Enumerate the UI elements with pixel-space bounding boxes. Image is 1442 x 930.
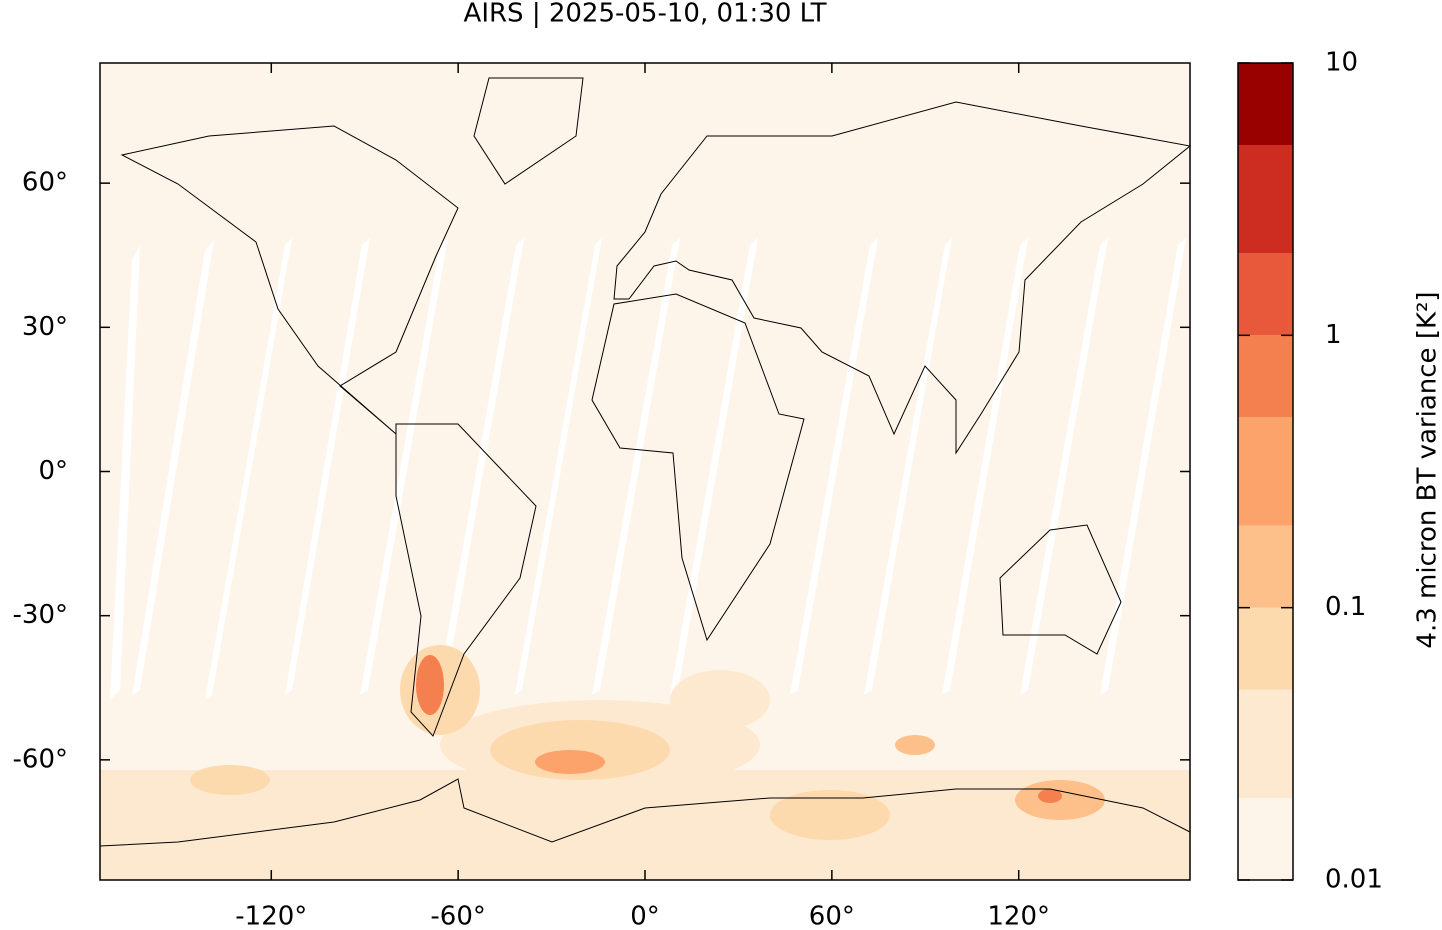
field-patch <box>535 750 605 774</box>
colorbar-band <box>1238 63 1293 145</box>
swath-gap <box>515 238 602 695</box>
y-tick-label: -30° <box>13 600 68 630</box>
swath-gap <box>1100 238 1186 695</box>
coastline <box>999 524 1122 655</box>
colorbar-band <box>1238 689 1293 799</box>
swath-gap <box>360 238 448 695</box>
field-patch <box>416 655 444 715</box>
x-tick-label: 120° <box>987 902 1050 930</box>
chart-title: AIRS | 2025-05-10, 01:30 LT <box>464 0 827 29</box>
swath-gap <box>592 238 680 695</box>
swath-gap <box>205 238 292 700</box>
swath-gap <box>864 238 952 695</box>
colorbar-label: 4.3 micron BT variance [K²] <box>1413 291 1442 648</box>
field-patch <box>670 670 770 730</box>
coastline <box>613 101 1192 455</box>
colorbar-band <box>1238 417 1293 526</box>
colorbar-band <box>1238 144 1293 254</box>
field-patch <box>1015 780 1105 820</box>
swath-gap <box>1020 238 1108 695</box>
x-tick-label: -60° <box>430 902 485 930</box>
x-tick-label: -120° <box>235 902 307 930</box>
field-patch <box>490 720 670 780</box>
swath-gap <box>942 238 1028 695</box>
coastline <box>395 423 537 737</box>
coastline <box>120 125 459 435</box>
colorbar-tick-label: 10 <box>1325 48 1358 78</box>
x-tick-label: 60° <box>809 902 855 930</box>
swath-gap <box>285 238 370 695</box>
y-tick-label: 0° <box>38 456 68 486</box>
colorbar-tick-label: 1 <box>1325 320 1342 350</box>
colorbar-band <box>1238 335 1293 418</box>
x-tick-label: 0° <box>630 902 660 930</box>
swath-gap <box>670 238 758 695</box>
colorbar-band <box>1238 607 1293 690</box>
y-tick-label: 30° <box>22 312 68 342</box>
colorbar-frame <box>1237 62 1294 881</box>
colorbar-tick-label: 0.1 <box>1325 592 1366 622</box>
colorbar-band <box>1238 253 1293 336</box>
field-patch <box>895 735 935 755</box>
colorbar-tick-label: 0.01 <box>1325 865 1383 895</box>
swath-gap <box>437 238 524 695</box>
y-tick-label: 60° <box>22 168 68 198</box>
field-patch <box>770 790 890 840</box>
colorbar-band <box>1238 525 1293 608</box>
colorbar-band <box>1238 798 1293 880</box>
coastline <box>473 77 584 185</box>
field-patch <box>1038 789 1062 803</box>
swath-gaps <box>110 238 1186 700</box>
swath-gap <box>790 238 878 695</box>
swath-gap <box>110 245 140 700</box>
variance-field <box>100 645 1190 880</box>
coastline <box>99 778 1191 847</box>
swath-gap <box>132 240 214 695</box>
coastlines <box>99 77 1192 847</box>
field-patch <box>100 770 1190 880</box>
coastline <box>591 293 805 642</box>
y-tick-label: -60° <box>13 744 68 774</box>
field-patch <box>190 765 270 795</box>
